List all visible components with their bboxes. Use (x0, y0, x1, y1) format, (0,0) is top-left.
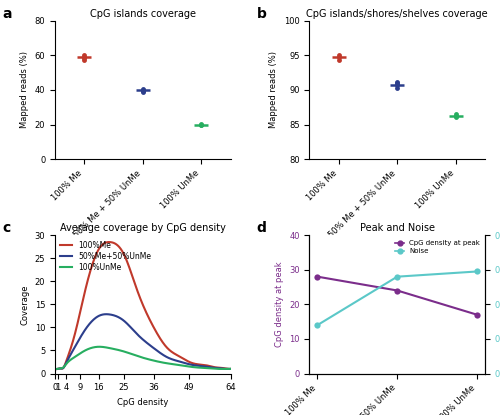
Text: a: a (2, 7, 12, 21)
Text: c: c (2, 221, 10, 235)
Title: Peak and Noise: Peak and Noise (360, 223, 434, 233)
Legend: CpG density at peak, Noise: CpG density at peak, Noise (394, 239, 482, 256)
Y-axis label: CpG density at peak: CpG density at peak (274, 261, 283, 347)
Y-axis label: Mapped reads (%): Mapped reads (%) (20, 51, 29, 128)
Y-axis label: Mapped reads (%): Mapped reads (%) (270, 51, 278, 128)
Title: CpG islands/shores/shelves coverage: CpG islands/shores/shelves coverage (306, 9, 488, 19)
Y-axis label: Coverage: Coverage (20, 284, 29, 325)
Title: CpG islands coverage: CpG islands coverage (90, 9, 196, 19)
Text: b: b (257, 7, 266, 21)
Text: d: d (257, 221, 266, 235)
Title: Average coverage by CpG density: Average coverage by CpG density (60, 223, 226, 233)
X-axis label: CpG density: CpG density (117, 398, 168, 407)
Legend: 100%Me, 50%Me+50%UnMe, 100%UnMe: 100%Me, 50%Me+50%UnMe, 100%UnMe (59, 239, 152, 273)
